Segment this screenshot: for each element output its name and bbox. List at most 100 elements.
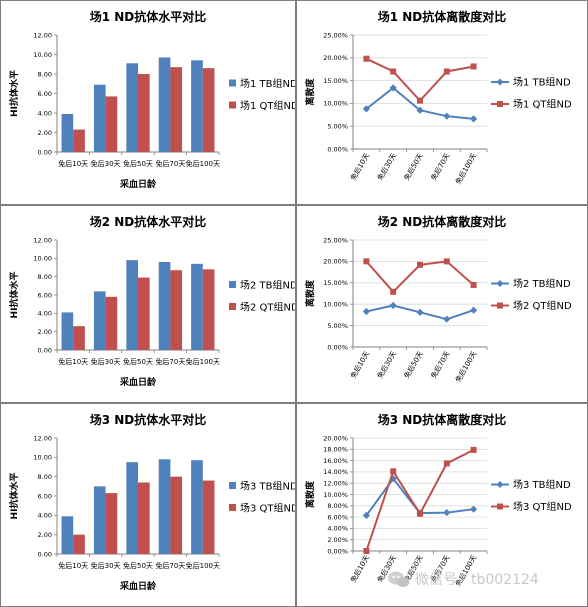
legend-marker xyxy=(496,280,504,287)
wechat-icon xyxy=(388,571,410,587)
x-tick-label: 免后70天 xyxy=(429,350,452,380)
legend-swatch xyxy=(229,79,236,87)
y-tick-label: 8.00 xyxy=(38,473,52,481)
y-tick-label: 2.00% xyxy=(327,536,348,544)
bar xyxy=(105,493,118,554)
watermark: 微信号：tb002124 xyxy=(388,571,539,588)
y-tick-label: 20.00% xyxy=(323,54,348,62)
y-tick-label: 12.00% xyxy=(323,480,348,488)
bar xyxy=(191,60,203,152)
chart-title: 场2 ND抗体离散度对比 xyxy=(378,214,507,229)
x-tick-label: 免后10天 xyxy=(348,554,371,584)
x-tick-label: 免后70天 xyxy=(155,159,185,168)
bar xyxy=(202,480,215,554)
x-tick-label: 免后100天 xyxy=(186,357,220,366)
watermark-text: 微信号：tb002124 xyxy=(415,572,539,588)
x-tick-label: 免后30天 xyxy=(91,357,121,366)
legend-marker xyxy=(497,302,503,309)
legend-swatch xyxy=(229,303,236,310)
x-tick-label: 免后10天 xyxy=(58,561,88,570)
data-point xyxy=(443,258,450,265)
legend-label: 场3 TB组ND xyxy=(513,478,571,491)
data-point xyxy=(390,468,397,475)
y-tick-label: 15.00% xyxy=(323,279,348,287)
x-tick-label: 免后50天 xyxy=(402,152,425,182)
y-axis-label: 离散度 xyxy=(304,78,316,106)
y-tick-label: 15.00% xyxy=(323,77,348,85)
bar xyxy=(170,67,183,152)
chart-svg: 场2 ND抗体水平对比 0.00 2.00 4.00 6.00 8.00 10.00 12.0… xyxy=(8,214,295,388)
bar xyxy=(158,262,171,350)
x-tick-label: 免后70天 xyxy=(429,152,452,182)
y-tick-label: 10.00 xyxy=(33,51,52,59)
y-tick-label: 8.00 xyxy=(38,70,52,78)
data-point xyxy=(470,281,477,288)
chart-panel: 场2 ND抗体水平对比 0.00 2.00 4.00 6.00 8.00 10.00 12.0… xyxy=(0,205,296,403)
x-tick-label: 免后100天 xyxy=(453,152,478,186)
data-point xyxy=(363,258,370,265)
data-point xyxy=(416,106,424,114)
y-tick-label: 20.00% xyxy=(323,258,348,266)
y-tick-label: 2.00 xyxy=(38,531,52,539)
x-tick-label: 免后10天 xyxy=(58,357,88,366)
bar xyxy=(61,113,74,152)
y-axis-label: 离散度 xyxy=(304,279,316,307)
chart-svg: 场3 ND抗体离散度对比 0.00% 2.00% 4.00% 6.00% 8.00% 10.… xyxy=(304,412,572,588)
y-tick-label: 10.00 xyxy=(33,454,52,462)
y-tick-label: 16.00% xyxy=(323,457,348,465)
y-tick-label: 2.00 xyxy=(38,129,52,137)
data-point xyxy=(416,308,424,316)
data-point xyxy=(390,288,397,295)
x-tick-label: 免后10天 xyxy=(348,152,371,182)
bar xyxy=(138,482,150,554)
chart-svg: 场3 ND抗体水平对比 0.00 2.00 4.00 6.00 8.00 10.00 12.0… xyxy=(8,412,295,592)
bar xyxy=(93,486,106,554)
data-point xyxy=(417,261,423,268)
x-tick-label: 免后30天 xyxy=(91,561,121,570)
y-tick-label: 8.00% xyxy=(327,502,348,510)
y-tick-label: 0.00 xyxy=(38,550,52,558)
y-axis-label: 离散度 xyxy=(304,480,316,508)
legend-label: 场3 QT组ND xyxy=(513,500,572,513)
y-tick-label: 18.00% xyxy=(323,446,348,454)
x-axis-label: 采血日龄 xyxy=(119,178,157,190)
x-tick-label: 免后50天 xyxy=(402,350,425,380)
chart-title: 场1 ND抗体水平对比 xyxy=(90,9,207,24)
data-point xyxy=(470,446,477,453)
legend-label: 场1 QT组ND xyxy=(240,99,295,112)
chart-svg: 场1 ND抗体水平对比 0.00 2.00 4.00 6.00 8.00 10.00 12.0… xyxy=(8,9,295,190)
chart-panel: 场1 ND抗体水平对比 0.00 2.00 4.00 6.00 8.00 10.00 12.0… xyxy=(0,0,296,205)
x-tick-label: 免后70天 xyxy=(155,357,185,366)
legend-label: 场3 QT组ND xyxy=(240,502,295,515)
bar xyxy=(105,96,118,152)
legend-label: 场2 TB组ND xyxy=(240,279,295,292)
chart-panel: 场2 ND抗体离散度对比 0.00% 5.00% 10.00% 15.00% 20.00%… xyxy=(296,205,588,403)
bar xyxy=(170,476,183,554)
bar xyxy=(191,460,203,554)
legend-label: 场2 QT组ND xyxy=(513,299,572,312)
y-tick-label: 12.00 xyxy=(33,236,52,244)
chart-panel: 场1 ND抗体离散度对比 0.00% 5.00% 10.00% 15.00% 20.00%… xyxy=(296,0,588,205)
y-tick-label: 10.00% xyxy=(323,491,348,499)
data-point xyxy=(363,548,370,554)
legend-label: 场2 QT组ND xyxy=(240,301,295,314)
x-tick-label: 免后30天 xyxy=(375,152,398,182)
bar xyxy=(158,459,171,554)
bar xyxy=(105,296,118,350)
x-axis-label: 采血日龄 xyxy=(119,376,157,388)
data-point xyxy=(470,63,477,70)
x-tick-label: 免后50天 xyxy=(123,357,153,366)
bar xyxy=(61,312,74,350)
bar xyxy=(158,57,171,152)
y-axis-label: HI抗体水平 xyxy=(8,473,20,520)
legend-swatch xyxy=(229,482,236,489)
data-point xyxy=(443,112,451,120)
data-point xyxy=(443,460,450,467)
y-tick-label: 0.00 xyxy=(38,148,52,156)
legend-marker xyxy=(496,78,504,86)
y-tick-label: 6.00 xyxy=(38,291,52,299)
bar xyxy=(126,63,138,152)
y-tick-label: 4.00 xyxy=(38,512,52,520)
data-point xyxy=(390,68,397,75)
